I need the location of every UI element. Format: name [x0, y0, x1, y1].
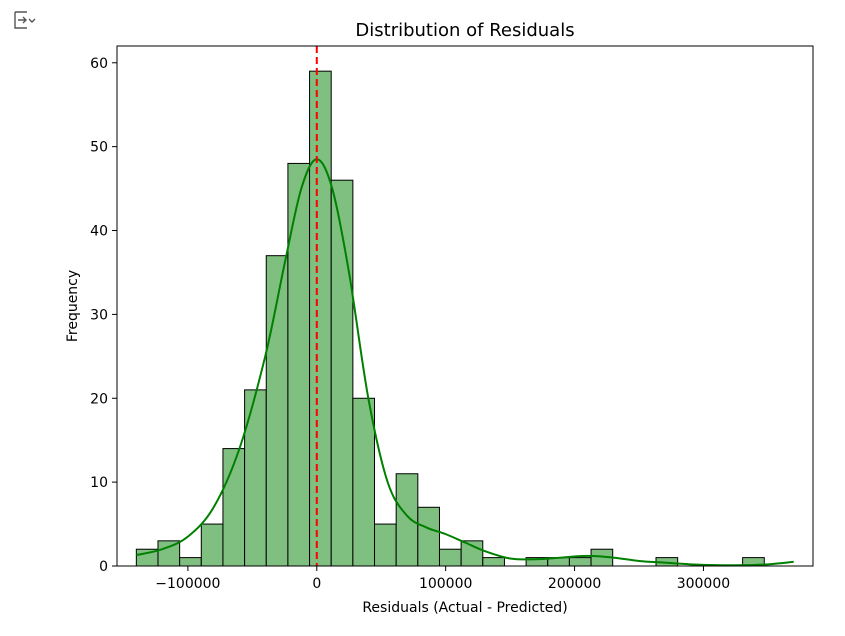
x-axis-ticks: −100000 0 100000 200000 300000: [155, 566, 730, 592]
histogram-bar: [179, 557, 202, 567]
histogram-bar: [374, 523, 397, 567]
x-tick-label: 200000: [548, 576, 601, 592]
histogram-bars: [135, 70, 765, 567]
y-axis-label: Frequency: [65, 270, 81, 342]
x-tick-label: 0: [312, 576, 321, 592]
y-tick-label: 60: [90, 56, 108, 72]
y-tick-label: 30: [90, 307, 108, 323]
histogram-bar: [395, 473, 419, 567]
y-tick-label: 20: [90, 391, 108, 407]
histogram-bar: [438, 548, 462, 567]
y-tick-label: 0: [99, 559, 108, 575]
plot-frame: [116, 45, 814, 567]
histogram-bar: [568, 557, 592, 567]
x-tick-label: −100000: [155, 576, 220, 592]
histogram-bar: [482, 557, 505, 567]
histogram-bar: [287, 162, 311, 567]
histogram-bar: [352, 397, 376, 567]
kde-curve: [136, 158, 794, 567]
y-axis-ticks: 0 10 20 30 40 50 60: [90, 56, 117, 575]
x-axis-label: Residuals (Actual - Predicted): [362, 600, 567, 616]
y-tick-label: 50: [90, 140, 108, 156]
chart-title: Distribution of Residuals: [355, 20, 574, 41]
output-toggle-icon[interactable]: [13, 10, 37, 30]
histogram-bar: [309, 70, 332, 567]
histogram-bar: [244, 389, 267, 567]
x-tick-label: 100000: [419, 576, 472, 592]
x-tick-label: 300000: [677, 576, 730, 592]
y-tick-label: 10: [90, 475, 108, 491]
histogram-bar: [417, 506, 440, 567]
histogram-bar: [200, 523, 224, 567]
y-tick-label: 40: [90, 224, 108, 240]
